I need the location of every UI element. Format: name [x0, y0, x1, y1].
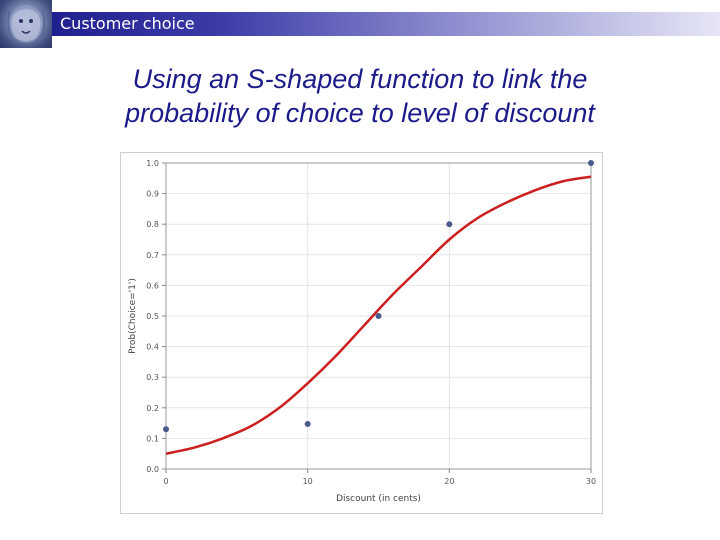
header-gradient-strip — [50, 12, 720, 36]
y-tick-label: 0.1 — [146, 434, 159, 443]
slide-title: Using an S-shaped function to link the p… — [0, 62, 720, 130]
x-tick-label: 10 — [303, 477, 313, 486]
y-tick-label: 0.7 — [146, 251, 159, 260]
y-axis-label: Prob(Choice='1') — [128, 278, 138, 354]
y-tick-label: 0.4 — [146, 343, 159, 352]
y-tick-label: 0.8 — [146, 220, 159, 229]
x-tick-label: 20 — [444, 477, 454, 486]
lion-logo-icon — [0, 0, 52, 48]
header-bar: Customer choice — [0, 0, 720, 48]
data-point — [446, 221, 453, 228]
x-axis-label: Discount (in cents) — [336, 494, 421, 504]
y-tick-label: 0.0 — [146, 465, 159, 474]
slide-title-line-2: probability of choice to level of discou… — [125, 98, 595, 128]
fitted-logistic-curve — [165, 175, 592, 455]
y-tick-label: 1.0 — [146, 159, 159, 168]
y-tick-label: 0.6 — [146, 281, 159, 290]
data-point — [588, 160, 594, 166]
chart-frame: 0.0 0.1 0.2 0.3 0.4 0.5 0.6 0.7 0.8 0.9 1.0 0 10 20 30… — [120, 152, 603, 514]
x-tick-label: 0 — [163, 477, 168, 486]
data-point — [304, 421, 311, 428]
data-point — [375, 313, 382, 319]
x-tick-label: 30 — [586, 477, 596, 486]
slide-title-line-1: Using an S-shaped function to link the — [132, 64, 588, 94]
data-point — [163, 426, 169, 433]
y-tick-label: 0.3 — [146, 373, 159, 382]
y-tick-label: 0.2 — [146, 404, 159, 413]
header-title: Customer choice — [60, 14, 195, 33]
logistic-chart: 0.0 0.1 0.2 0.3 0.4 0.5 0.6 0.7 0.8 0.9 1.0 0 10 20 30… — [128, 159, 596, 504]
y-tick-label: 0.5 — [146, 312, 159, 321]
y-tick-label: 0.9 — [146, 190, 159, 199]
